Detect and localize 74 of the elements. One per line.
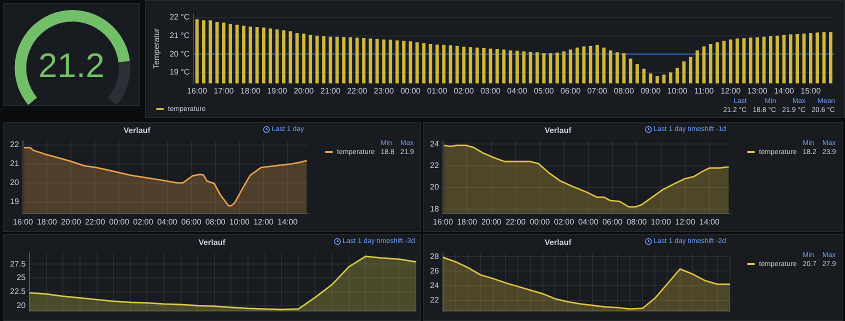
y-tick-label: 20 [430, 182, 440, 192]
x-tick-label: 16:00 [432, 217, 454, 226]
x-tick-label: 05:00 [534, 86, 554, 96]
x-tick-label: 04:00 [578, 217, 599, 226]
x-tick-label: 12:00 [253, 217, 274, 226]
x-tick-label: 10:00 [650, 217, 672, 226]
x-tick-label: 18:00 [240, 86, 261, 96]
y-tick-label: 22 [430, 161, 440, 170]
y-tick-label: 21 °C [170, 30, 190, 40]
x-tick-label: 14:00 [278, 217, 298, 226]
y-tick-label: 22.5 [10, 287, 26, 296]
chart-title: Verlauf [198, 238, 226, 247]
x-tick-label: 14:00 [774, 86, 795, 96]
x-tick-label: 11:00 [694, 86, 714, 96]
x-tick-label: 21:00 [320, 86, 341, 96]
x-tick-label: 20:00 [294, 86, 314, 96]
x-tick-label: 20:00 [61, 217, 82, 226]
x-tick-label: 04:00 [507, 86, 528, 96]
y-tick-label: 22 °C [170, 12, 190, 22]
y-tick-label: 19 [10, 197, 20, 206]
y-tick-label: 25 [16, 273, 26, 282]
y-tick-label: 20 [10, 178, 20, 188]
x-tick-label: 08:00 [614, 86, 634, 96]
y-tick-label: 27.5 [10, 259, 26, 268]
y-tick-label: 22 [10, 140, 20, 150]
x-tick-label: 17:00 [214, 86, 234, 96]
x-tick-label: 09:00 [640, 86, 662, 96]
x-tick-label: 06:00 [181, 217, 202, 226]
x-tick-label: 10:00 [229, 217, 250, 226]
x-tick-label: 01:00 [427, 86, 448, 96]
x-tick-label: 18:00 [36, 217, 58, 226]
y-tick-label: 24 [430, 139, 440, 148]
y-tick-label: 22 [430, 295, 440, 304]
x-tick-label: 13:00 [747, 86, 768, 96]
x-tick-label: 06:00 [560, 86, 582, 96]
x-tick-label: 02:00 [454, 86, 474, 96]
x-tick-label: 06:00 [602, 217, 624, 226]
x-tick-label: 00:00 [400, 86, 422, 96]
x-tick-label: 08:00 [626, 217, 648, 226]
y-tick-label: 24 [430, 280, 440, 290]
y-tick-label: 18 [430, 204, 440, 214]
x-tick-label: 18:00 [457, 217, 478, 226]
text: 21.2 [37, 47, 106, 86]
x-tick-label: 23:00 [374, 86, 394, 96]
x-tick-label: 04:00 [157, 217, 178, 226]
x-tick-label: 02:00 [554, 217, 575, 226]
y-tick-label: 21 [10, 159, 20, 168]
x-tick-label: 10:00 [667, 86, 688, 96]
chart-title: Verlauf [544, 238, 572, 247]
x-tick-label: 19:00 [267, 86, 288, 96]
x-tick-label: 22:00 [347, 86, 368, 96]
y-tick-label: 28 [430, 252, 440, 261]
y-axis-title: Temperatur [152, 28, 162, 69]
x-tick-label: 16:00 [187, 86, 208, 96]
x-tick-label: 20:00 [481, 217, 502, 226]
y-tick-label: 26 [430, 266, 440, 276]
y-tick-label: 20 [16, 300, 26, 310]
x-tick-label: 02:00 [133, 217, 154, 226]
chart-title: Verlauf [122, 126, 152, 135]
x-tick-label: 08:00 [205, 217, 226, 226]
x-tick-label: 03:00 [480, 86, 502, 96]
x-tick-label: 07:00 [587, 86, 608, 96]
y-tick-label: 19 °C [170, 68, 190, 77]
chart-title: Verlauf [544, 126, 572, 135]
x-tick-label: 16:00 [12, 217, 34, 226]
x-tick-label: 15:00 [800, 86, 822, 96]
x-tick-label: 14:00 [699, 217, 720, 226]
x-tick-label: 00:00 [530, 217, 550, 226]
x-tick-label: 22:00 [506, 217, 526, 226]
x-tick-label: 22:00 [85, 217, 106, 226]
x-tick-label: 12:00 [675, 217, 696, 226]
x-tick-label: 12:00 [720, 86, 742, 96]
y-tick-label: 20 °C [170, 49, 190, 58]
x-tick-label: 00:00 [109, 217, 130, 226]
